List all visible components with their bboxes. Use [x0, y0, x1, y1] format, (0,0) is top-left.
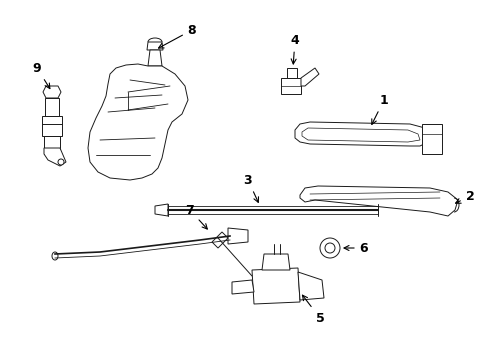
Polygon shape [147, 42, 163, 50]
Polygon shape [43, 86, 61, 98]
Text: 1: 1 [371, 94, 387, 125]
Text: 8: 8 [158, 23, 196, 48]
Circle shape [58, 159, 64, 165]
Polygon shape [42, 116, 62, 136]
Text: 6: 6 [344, 242, 367, 255]
Polygon shape [299, 186, 457, 216]
Polygon shape [212, 232, 227, 248]
Polygon shape [251, 268, 299, 304]
Text: 7: 7 [185, 203, 207, 229]
Polygon shape [45, 98, 59, 116]
Polygon shape [302, 128, 419, 142]
Polygon shape [297, 272, 324, 300]
Polygon shape [281, 78, 301, 94]
Polygon shape [155, 204, 168, 216]
Text: 3: 3 [243, 174, 258, 202]
Text: 5: 5 [302, 295, 324, 324]
Polygon shape [286, 68, 296, 78]
Polygon shape [148, 50, 162, 66]
Polygon shape [301, 68, 318, 86]
Polygon shape [44, 136, 60, 154]
Polygon shape [44, 148, 66, 166]
Text: 2: 2 [455, 189, 473, 203]
Text: 9: 9 [33, 62, 50, 89]
Text: 4: 4 [290, 33, 299, 64]
Polygon shape [294, 122, 429, 146]
Polygon shape [231, 280, 253, 294]
Circle shape [325, 243, 334, 253]
Polygon shape [227, 228, 247, 244]
Circle shape [319, 238, 339, 258]
Polygon shape [262, 254, 289, 270]
Polygon shape [88, 64, 187, 180]
Polygon shape [421, 124, 441, 154]
